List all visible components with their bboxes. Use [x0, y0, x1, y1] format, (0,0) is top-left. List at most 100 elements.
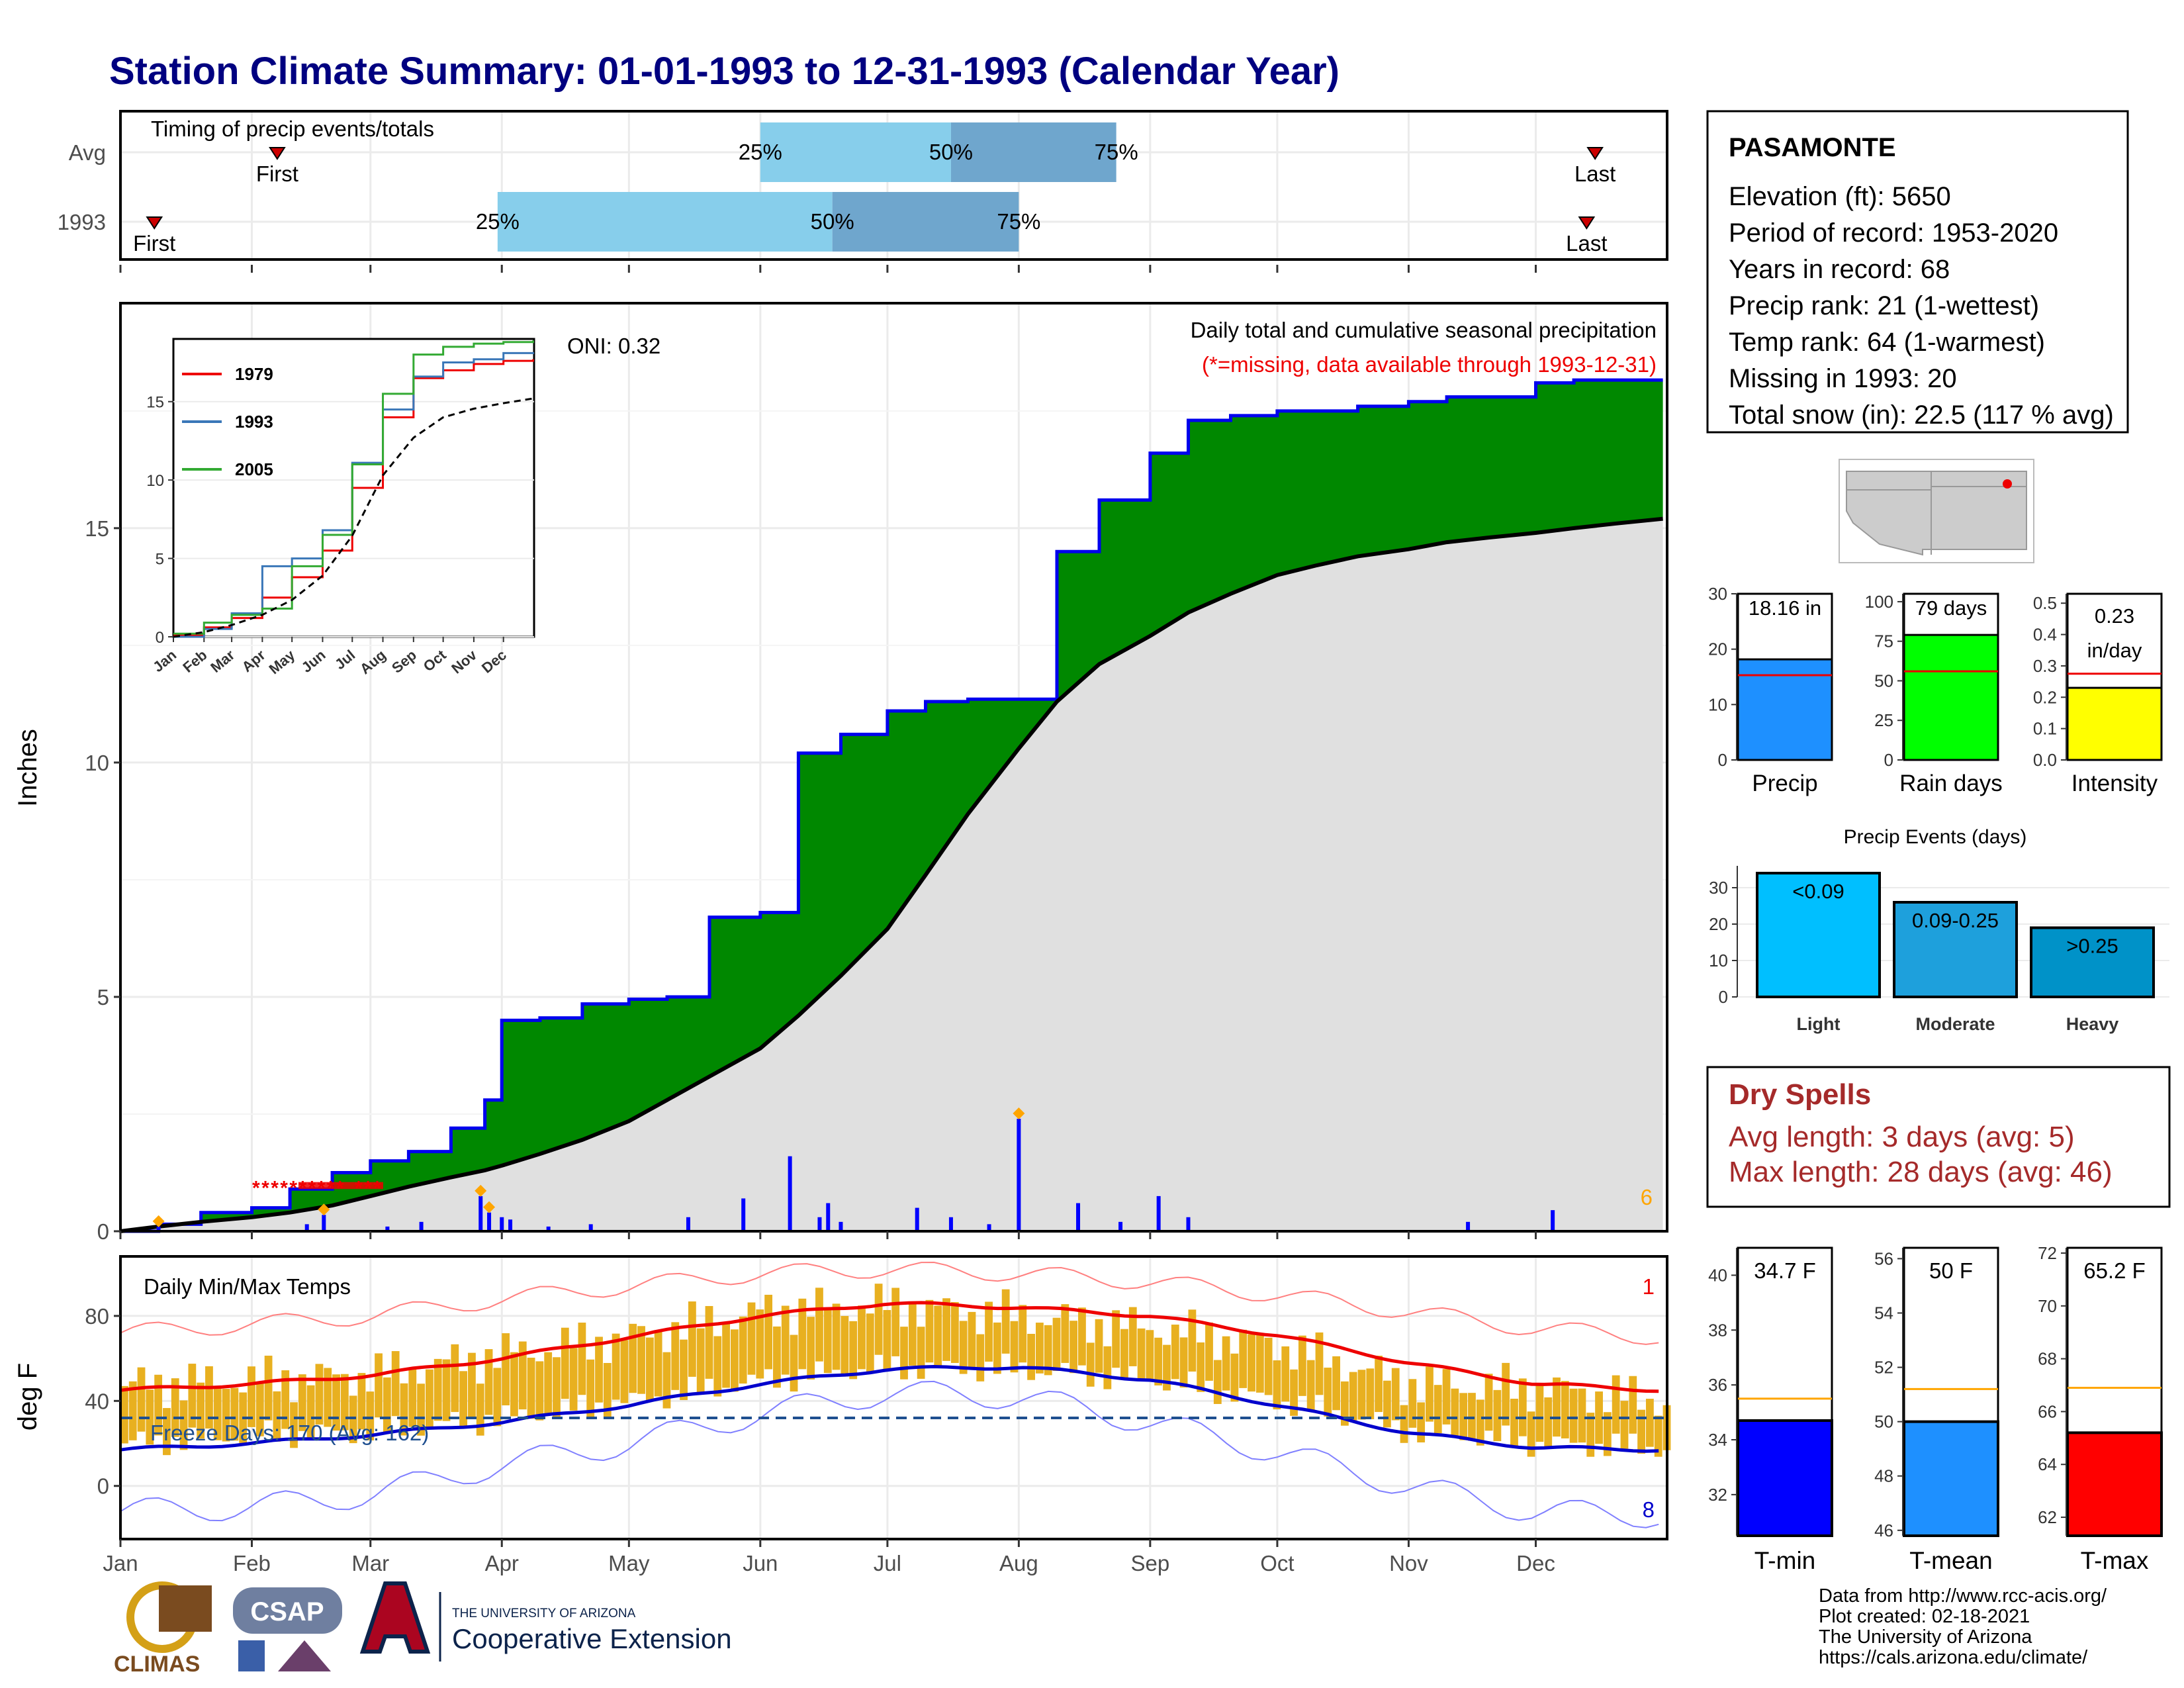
- daily-temp-bar: [645, 1337, 654, 1401]
- events-ytick-label: 20: [1709, 914, 1728, 934]
- daily-temp-bar: [1146, 1330, 1154, 1381]
- daily-temp-bar: [451, 1344, 459, 1413]
- daily-temp-bar: [595, 1336, 603, 1403]
- daily-temp-bar: [1239, 1329, 1248, 1388]
- daily-temp-bar: [1019, 1305, 1027, 1363]
- precip-event-bar: [1756, 872, 1881, 998]
- temp-ytick-label: 0: [97, 1474, 109, 1499]
- avg-max-line: [120, 1301, 1659, 1393]
- last-label: Last: [1566, 231, 1607, 256]
- precip-event-bar: [1893, 901, 2018, 998]
- daily-temp-bar: [654, 1331, 662, 1397]
- daily-temp-bar: [1128, 1307, 1137, 1366]
- daily-precip-bar: [741, 1198, 746, 1231]
- daily-temp-bar: [1637, 1409, 1645, 1454]
- month-label: Dec: [1516, 1551, 1555, 1575]
- missing-marker: *: [271, 1178, 279, 1199]
- last-event-marker: [1586, 147, 1604, 160]
- daily-temp-bar: [1451, 1388, 1459, 1437]
- precip-event-bar: [2030, 926, 2155, 998]
- daily-temp-bar: [1391, 1368, 1400, 1421]
- inset-ytick-label: 5: [156, 551, 164, 569]
- events-ytick-label: 0: [1719, 987, 1728, 1007]
- daily-temp-bar: [1179, 1337, 1188, 1388]
- mini-bar-ytick-label: 0.5: [2033, 593, 2057, 613]
- daily-temp-bar: [823, 1307, 832, 1374]
- mini-bar-category-label: Precip: [1752, 771, 1817, 796]
- mini-bar-ytick-label: 75: [1874, 632, 1893, 651]
- temp-bar-value: [2066, 1431, 2163, 1538]
- daily-temp-bar: [340, 1374, 349, 1430]
- daily-temp-bar: [366, 1391, 375, 1440]
- timing-row-1993: 1993: [58, 210, 106, 234]
- timing-bar-q3-y1993: [832, 192, 1019, 252]
- daily-temp-bar: [120, 1385, 128, 1444]
- daily-temp-bar: [790, 1335, 798, 1392]
- daily-temp-bar: [1332, 1356, 1340, 1411]
- temp-bar-category-label: T-max: [2081, 1547, 2149, 1574]
- daily-precip-bar: [1551, 1210, 1555, 1231]
- daily-temp-bar: [306, 1385, 315, 1438]
- station-info-frame: [1706, 110, 2129, 434]
- daily-temp-bar: [578, 1323, 586, 1395]
- daily-temp-bar: [629, 1323, 637, 1393]
- timing-pct-label: 50%: [811, 209, 854, 234]
- snow-event-marker: [483, 1201, 496, 1213]
- cumulative-1993-line: [120, 378, 1663, 1233]
- mini-bar-ytick-label: 100: [1865, 592, 1893, 612]
- daily-temp-bar: [764, 1294, 773, 1370]
- daily-temp-bar: [391, 1351, 400, 1417]
- temp-bar-ytick-label: 50: [1874, 1412, 1893, 1432]
- daily-temp-bar: [128, 1381, 137, 1440]
- mini-bar-category-label: Intensity: [2071, 771, 2158, 796]
- mini-bar-ytick-label: 10: [1708, 694, 1727, 714]
- temp-bar-ytick-label: 32: [1708, 1485, 1727, 1505]
- missing-marker: *: [280, 1178, 288, 1199]
- daily-temp-bar: [510, 1352, 518, 1417]
- daily-temp-bar: [756, 1309, 764, 1379]
- station-info-line: Elevation (ft): 5650: [1729, 182, 1951, 211]
- mini-bar-ytick-label: 25: [1874, 710, 1893, 730]
- mini-bar-ytick-label: 0.3: [2033, 656, 2057, 676]
- month-label: Sep: [1131, 1551, 1170, 1575]
- temp-bar-ytick-label: 46: [1874, 1521, 1893, 1540]
- mini-bar-value-label: 18.16 in: [1749, 596, 1821, 620]
- mini-bar-ytick-label: 50: [1874, 671, 1893, 690]
- daily-temp-bar: [1120, 1329, 1128, 1380]
- temp-bar-category-label: T-min: [1754, 1547, 1816, 1574]
- precip-ytick-label: 15: [85, 516, 109, 541]
- daily-temp-bar: [841, 1315, 849, 1377]
- daily-temp-bar: [1306, 1360, 1315, 1411]
- daily-precip-bar: [839, 1221, 843, 1231]
- timing-pct-label: 25%: [739, 140, 782, 164]
- climas-logo: CLIMAS: [114, 1581, 212, 1677]
- ua-logo-a: [359, 1581, 431, 1654]
- timing-panel: Timing of precip events/totals Avg 1993 …: [58, 110, 1668, 261]
- record-min-line: [120, 1380, 1659, 1528]
- daily-temp-bar: [171, 1378, 179, 1437]
- daily-temp-bar: [1086, 1342, 1095, 1387]
- ua-logo: THE UNIVERSITY OF ARIZONA Cooperative Ex…: [359, 1581, 732, 1662]
- month-label: Jul: [874, 1551, 901, 1575]
- daily-temp-bar: [1264, 1337, 1273, 1395]
- temp-bar-ytick-label: 34: [1708, 1430, 1727, 1450]
- precip-ylabel: Inches: [13, 729, 42, 807]
- daily-temp-bar: [493, 1368, 502, 1427]
- daily-temp-bar: [1408, 1379, 1417, 1428]
- daily-temp-bar: [1188, 1309, 1197, 1372]
- month-label: Jan: [103, 1551, 138, 1575]
- month-label: Jun: [743, 1551, 778, 1575]
- daily-temp-bar: [154, 1374, 163, 1436]
- daily-temp-bar: [400, 1383, 408, 1436]
- mini-bar-value-label: 79 days: [1915, 596, 1987, 620]
- temp-corner-top: 1: [1643, 1274, 1655, 1299]
- daily-temp-bar: [1052, 1317, 1061, 1371]
- record-max-line: [120, 1261, 1659, 1345]
- daily-temp-bar: [942, 1298, 950, 1361]
- temp-bar-value-label: 50 F: [1929, 1258, 1973, 1283]
- daily-temp-bar: [146, 1389, 154, 1445]
- daily-precip-bar: [588, 1224, 593, 1231]
- daily-temp-bar: [1222, 1336, 1230, 1391]
- daily-temp-bar: [1527, 1411, 1535, 1457]
